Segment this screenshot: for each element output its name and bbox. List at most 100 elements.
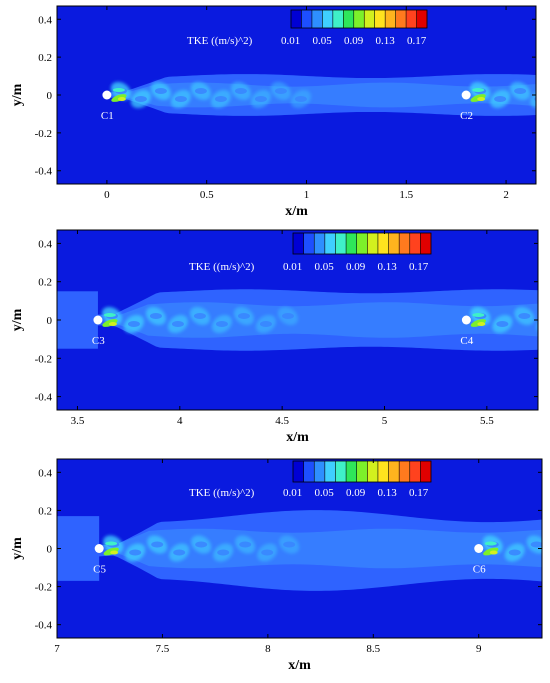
x-axis-title: x/m [285,204,308,219]
x-tick-label: 0 [104,189,110,201]
y-axis-title: y/m [10,83,25,106]
vortex-core [149,313,162,319]
vortex-core [171,321,184,327]
cylinder-marker [94,544,104,553]
colorbar-bin [291,10,302,28]
colorbar-bin [301,10,313,28]
colorbar-tick-label: 0.01 [283,261,302,273]
vortex-core [540,321,550,327]
vortex-core [195,541,208,548]
vortex-core [259,321,272,327]
colorbar-bin [409,233,421,254]
colorbar-bin [364,10,375,28]
chart-panel-3: C5 C6 TKE ((m/s)^2) 0.01 0.05 0.09 0.13 0.17 7 7.… [10,458,550,673]
vortex-core [129,549,142,556]
shear-peak [477,97,486,101]
colorbar-bin [356,233,368,254]
vortex-core [283,541,296,548]
colorbar-tick-label: 0.13 [378,487,398,499]
vortex-core [281,313,294,319]
colorbar-bin [399,461,411,482]
shear-peak [110,550,119,555]
y-tick-label: -0.4 [35,166,53,178]
y-tick-label: 0.4 [38,467,52,479]
shear-layer-upper [472,313,485,317]
colorbar-bin [335,461,347,482]
y-tick-label: -0.4 [35,392,53,404]
x-tick-label: 0.5 [200,189,214,201]
colorbar-frame [292,460,432,483]
vortex-core [173,549,186,556]
vortex-core [214,96,227,102]
y-tick-label: 0.2 [38,505,52,517]
colorbar-bin [322,10,334,28]
colorbar-bin [377,461,389,482]
x-tick-label: 4.5 [275,415,289,427]
vortex-core [496,321,509,327]
colorbar-bin [395,10,407,28]
vortex-eddy [545,540,550,566]
y-tick-label: -0.2 [35,353,52,365]
colorbar-bin [420,461,432,482]
x-axis-title: x/m [286,430,309,445]
vortex-core [234,88,247,94]
colorbar-bin [367,461,379,482]
x-tick-label: 7 [54,643,60,655]
vortex-core [261,549,274,556]
cylinder-label: C1 [101,110,114,122]
cylinder-label: C2 [460,110,473,122]
vortex-core [508,549,521,556]
y-tick-label: 0.4 [38,238,52,250]
colorbar-label: TKE ((m/s)^2) [187,35,253,47]
colorbar-bin [346,461,357,482]
y-tick-label: 0 [47,544,53,556]
colorbar-bin [324,233,336,254]
colorbar-tick-label: 0.01 [283,487,302,499]
shear-layer-upper [472,88,485,92]
chart-panel-1: C1 C2 TKE ((m/s)^2) 0.01 0.05 0.09 0.13 0.17 0 0.… [10,5,537,219]
vortex-core [237,313,250,319]
vortex-core [494,96,507,102]
vortex-core [530,541,542,548]
colorbar-bin [311,10,323,28]
shear-layer-upper [105,541,118,546]
vortex-core [518,313,531,319]
x-tick-label: 9 [476,643,482,655]
vortex-core [194,88,207,94]
tke-field [57,289,550,351]
colorbar-bin [385,10,396,28]
colorbar-bin [293,233,304,254]
shear-peak [108,322,117,326]
y-axis-title: y/m [10,308,25,331]
cylinder-label: C6 [473,564,486,576]
colorbar-bin [416,10,428,28]
colorbar-bin [332,10,344,28]
vortex-core [193,313,206,319]
x-tick-label: 1 [304,189,310,201]
colorbar-frame [292,232,432,255]
vortex-core [294,96,307,102]
colorbar-bin [388,461,400,482]
x-tick-label: 8.5 [366,643,380,655]
colorbar-bin [399,233,411,254]
cylinder-marker [474,544,484,553]
vortex-core [254,96,267,102]
vortex-core [215,321,228,327]
y-tick-label: 0.2 [38,277,52,289]
shear-peak [117,97,126,101]
vortex-core [154,88,167,94]
colorbar-tick-label: 0.05 [315,487,335,499]
y-tick-label: -0.2 [35,582,52,594]
colorbar-label: TKE ((m/s)^2) [189,487,255,499]
colorbar-tick-label: 0.13 [376,35,396,47]
colorbar-bin [346,233,357,254]
y-axis-title: y/m [10,537,25,560]
colorbar-bin [406,10,417,28]
y-tick-label: 0.4 [38,14,52,26]
colorbar-bin [314,461,326,482]
colorbar-tick-label: 0.17 [407,35,427,47]
cylinder-label: C3 [92,335,105,347]
colorbar-bin [420,233,432,254]
vortex-core [174,96,187,102]
